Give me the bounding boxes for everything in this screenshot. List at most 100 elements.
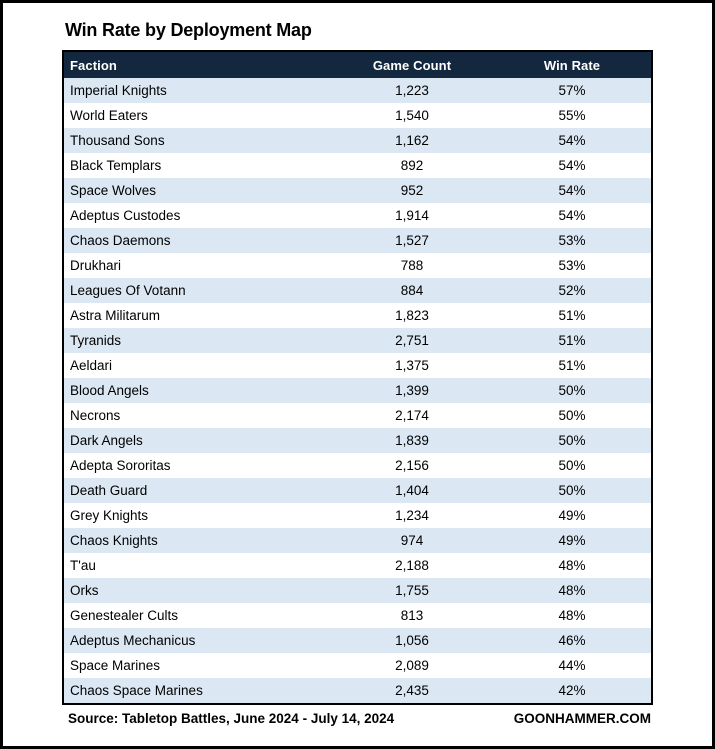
game-count-cell: 1,755 — [395, 583, 429, 598]
faction-cell: Space Marines — [70, 658, 161, 673]
win-rate-cell: 57% — [558, 83, 586, 98]
game-count-cell: 884 — [400, 283, 424, 298]
game-count-cell: 2,188 — [395, 558, 429, 573]
table-row: Adepta Sororitas 2,156 50% — [63, 453, 652, 478]
game-count-cell: 2,751 — [395, 333, 429, 348]
table-row: Aeldari 1,375 51% — [63, 353, 652, 378]
faction-cell: Blood Angels — [70, 383, 149, 398]
faction-cell: Chaos Space Marines — [70, 683, 203, 698]
win-rate-cell: 49% — [558, 508, 586, 523]
table-row: T'au 2,188 48% — [63, 553, 652, 578]
win-rate-cell: 51% — [558, 358, 586, 373]
win-rate-cell: 54% — [558, 133, 586, 148]
table-row: Space Wolves 952 54% — [63, 178, 652, 203]
faction-cell: Adeptus Custodes — [70, 208, 181, 223]
faction-cell: Leagues Of Votann — [70, 283, 186, 298]
game-count-cell: 788 — [400, 258, 424, 273]
table-row: Chaos Knights 974 49% — [63, 528, 652, 553]
faction-cell: Tyranids — [70, 333, 122, 348]
faction-cell: Drukhari — [70, 258, 122, 273]
table-row: Chaos Daemons 1,527 53% — [63, 228, 652, 253]
faction-cell: Imperial Knights — [70, 83, 167, 98]
win-rate-cell: 46% — [558, 633, 586, 648]
game-count-cell: 1,399 — [395, 383, 429, 398]
win-rate-cell: 55% — [558, 108, 586, 123]
game-count-cell: 2,156 — [395, 458, 429, 473]
table-row: Grey Knights 1,234 49% — [63, 503, 652, 528]
win-rate-cell: 51% — [558, 333, 586, 348]
game-count-cell: 1,914 — [395, 208, 429, 223]
game-count-cell: 2,089 — [395, 658, 429, 673]
faction-cell: Chaos Daemons — [70, 233, 171, 248]
table-row: Adeptus Mechanicus 1,056 46% — [63, 628, 652, 653]
table-row: Orks 1,755 48% — [63, 578, 652, 603]
faction-cell: Astra Militarum — [70, 308, 161, 323]
faction-cell: Thousand Sons — [70, 133, 165, 148]
game-count-cell: 813 — [400, 608, 424, 623]
game-count-cell: 892 — [400, 158, 424, 173]
game-count-cell: 1,404 — [395, 483, 429, 498]
table-row: Dark Angels 1,839 50% — [63, 428, 652, 453]
faction-cell: World Eaters — [70, 108, 148, 123]
win-rate-cell: 44% — [558, 658, 586, 673]
game-count-cell: 1,375 — [395, 358, 429, 373]
win-rate-cell: 50% — [558, 383, 586, 398]
table-row: World Eaters 1,540 55% — [63, 103, 652, 128]
win-rate-cell: 48% — [558, 558, 586, 573]
table-row: Imperial Knights 1,223 57% — [63, 78, 652, 103]
win-rate-cell: 49% — [558, 533, 586, 548]
game-count-cell: 952 — [400, 183, 424, 198]
win-rate-cell: 50% — [558, 483, 586, 498]
faction-cell: Death Guard — [70, 483, 148, 498]
table-row: Chaos Space Marines 2,435 42% — [63, 678, 652, 704]
win-rate-cell: 53% — [558, 258, 586, 273]
win-rate-cell: 54% — [558, 183, 586, 198]
faction-cell: Grey Knights — [70, 508, 149, 523]
game-count-cell: 1,234 — [395, 508, 429, 523]
table-row: Adeptus Custodes 1,914 54% — [63, 203, 652, 228]
win-rate-cell: 42% — [558, 683, 586, 698]
win-rate-cell: 48% — [558, 608, 586, 623]
win-rate-cell: 50% — [558, 433, 586, 448]
game-count-cell: 1,223 — [395, 83, 429, 98]
faction-cell: Orks — [70, 583, 99, 598]
game-count-cell: 2,435 — [395, 683, 429, 698]
win-rate-cell: 54% — [558, 158, 586, 173]
faction-cell: Necrons — [70, 408, 121, 423]
win-rate-cell: 54% — [558, 208, 586, 223]
win-rate-cell: 50% — [558, 408, 586, 423]
game-count-cell: 974 — [400, 533, 424, 548]
game-count-cell: 2,174 — [395, 408, 429, 423]
table-row: Space Marines 2,089 44% — [63, 653, 652, 678]
game-count-cell: 1,540 — [395, 108, 429, 123]
table-header-row: Faction Game Count Win Rate — [63, 51, 652, 78]
table-row: Tyranids 2,751 51% — [63, 328, 652, 353]
faction-cell: Dark Angels — [70, 433, 143, 448]
game-count-cell: 1,527 — [395, 233, 429, 248]
column-header-faction: Faction — [63, 51, 331, 78]
table-row: Astra Militarum 1,823 51% — [63, 303, 652, 328]
faction-cell: Genestealer Cults — [70, 608, 179, 623]
column-header-win-rate: Win Rate — [493, 51, 652, 78]
game-count-cell: 1,839 — [395, 433, 429, 448]
table-row: Thousand Sons 1,162 54% — [63, 128, 652, 153]
win-rate-cell: 51% — [558, 308, 586, 323]
faction-cell: Adeptus Mechanicus — [70, 633, 196, 648]
table-row: Leagues Of Votann 884 52% — [63, 278, 652, 303]
faction-cell: Space Wolves — [70, 183, 157, 198]
win-rate-cell: 53% — [558, 233, 586, 248]
faction-cell: T'au — [70, 558, 96, 573]
column-header-game-count: Game Count — [331, 51, 493, 78]
faction-cell: Adepta Sororitas — [70, 458, 171, 473]
win-rate-cell: 48% — [558, 583, 586, 598]
win-rate-table: Faction Game Count Win Rate Imperial Kni… — [62, 50, 653, 705]
site-credit: GOONHAMMER.COM — [513, 711, 651, 726]
win-rate-cell: 52% — [558, 283, 586, 298]
game-count-cell: 1,823 — [395, 308, 429, 323]
page-title: Win Rate by Deployment Map — [65, 20, 312, 40]
game-count-cell: 1,056 — [395, 633, 429, 648]
table-row: Black Templars 892 54% — [63, 153, 652, 178]
game-count-cell: 1,162 — [395, 133, 429, 148]
faction-cell: Aeldari — [70, 358, 113, 373]
faction-cell: Black Templars — [70, 158, 162, 173]
